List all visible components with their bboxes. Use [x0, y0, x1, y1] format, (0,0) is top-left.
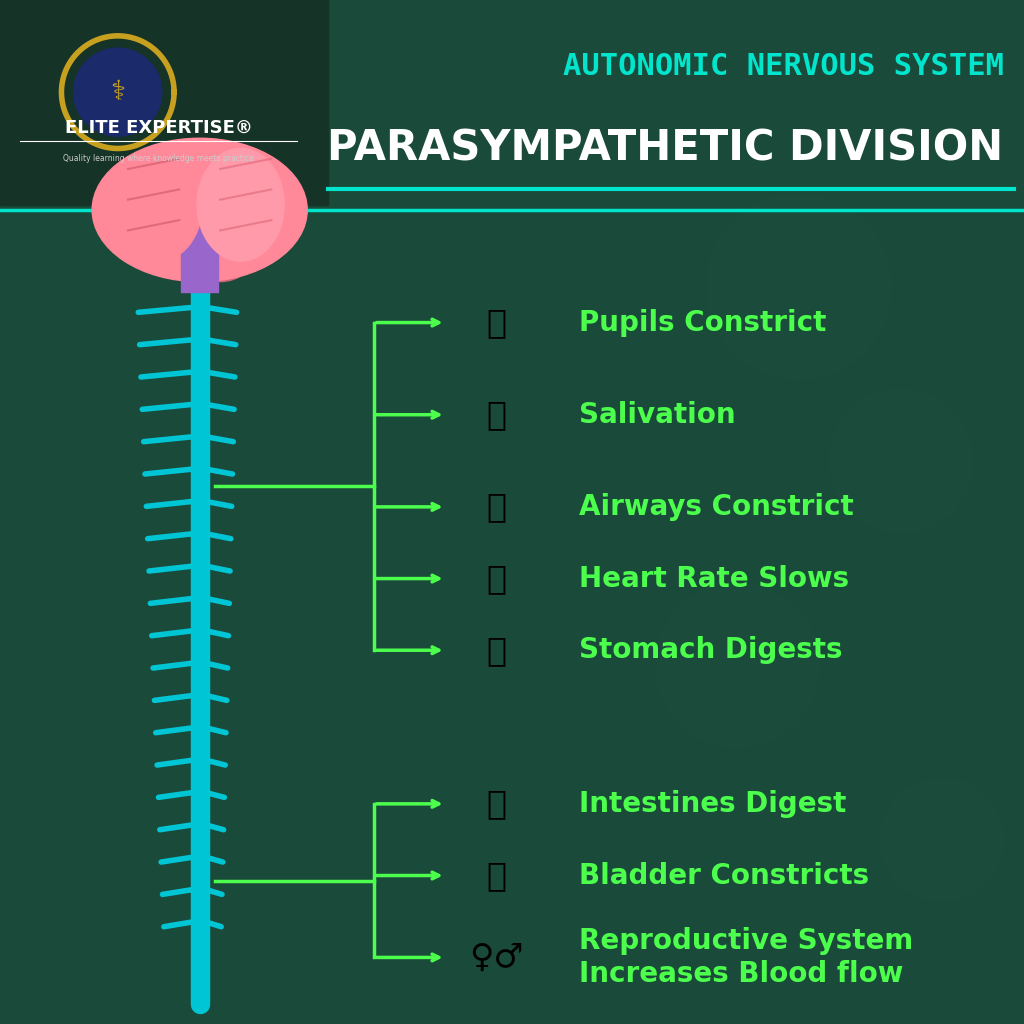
- Circle shape: [74, 48, 162, 136]
- Text: Heart Rate Slows: Heart Rate Slows: [579, 564, 849, 593]
- Text: AUTONOMIC NERVOUS SYSTEM: AUTONOMIC NERVOUS SYSTEM: [562, 52, 1004, 81]
- Text: ELITE EXPERTISE®: ELITE EXPERTISE®: [65, 119, 253, 137]
- Bar: [0, 0, 328, 205]
- Text: 🫁: 🫁: [486, 490, 507, 523]
- Text: Bladder Constricts: Bladder Constricts: [579, 861, 868, 890]
- Text: 👁: 👁: [486, 306, 507, 339]
- Text: PARASYMPATHETIC DIVISION: PARASYMPATHETIC DIVISION: [328, 127, 1004, 170]
- Text: Intestines Digest: Intestines Digest: [579, 790, 846, 818]
- Text: 👄: 👄: [486, 398, 507, 431]
- Text: ♀♂: ♀♂: [469, 941, 524, 974]
- Text: Quality learning where knowledge meets practice: Quality learning where knowledge meets p…: [63, 155, 254, 163]
- Ellipse shape: [184, 220, 256, 282]
- Text: Reproductive System
Increases Blood flow: Reproductive System Increases Blood flow: [579, 928, 912, 987]
- Text: 🫃: 🫃: [486, 634, 507, 667]
- Ellipse shape: [115, 148, 203, 261]
- Text: ⚕: ⚕: [111, 78, 125, 106]
- Text: 🏅: 🏅: [106, 73, 129, 112]
- Text: 💧: 💧: [486, 859, 507, 892]
- Bar: [181, 205, 218, 292]
- Text: Stomach Digests: Stomach Digests: [579, 636, 842, 665]
- Circle shape: [707, 195, 891, 379]
- Text: 🫀: 🫀: [486, 562, 507, 595]
- Text: Salivation: Salivation: [579, 400, 735, 429]
- Ellipse shape: [197, 148, 285, 261]
- Text: 🧫: 🧫: [486, 787, 507, 820]
- Text: Airways Constrict: Airways Constrict: [579, 493, 853, 521]
- Circle shape: [655, 584, 819, 748]
- Ellipse shape: [92, 138, 307, 282]
- Text: Pupils Constrict: Pupils Constrict: [579, 308, 826, 337]
- Circle shape: [829, 389, 973, 532]
